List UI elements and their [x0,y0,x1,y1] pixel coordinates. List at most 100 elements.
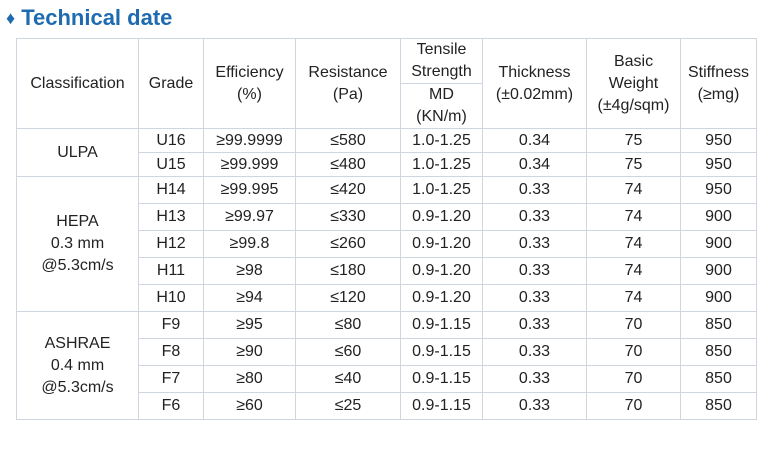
cell-efficiency: ≥99.97 [203,203,296,231]
cell-weight: 70 [586,365,681,393]
cell-classification: ASHRAE 0.4 mm @5.3cm/s [16,311,139,420]
header-thickness: Thickness (±0.02mm) [482,38,587,129]
cell-tensile: 1.0-1.25 [400,128,483,153]
cell-thickness: 0.33 [482,203,587,231]
header-stiffness: Stiffness (≥mg) [680,38,757,129]
cell-resistance: ≤420 [295,176,401,204]
cell-efficiency: ≥80 [203,365,296,393]
table-row: F6 ≥60 ≤25 0.9-1.15 0.33 70 850 [17,392,757,420]
technical-data-table: Classification Grade Efficiency (%) Resis… [16,38,757,420]
cell-thickness: 0.33 [482,284,587,312]
cell-stiffness: 850 [680,365,757,393]
cell-efficiency: ≥94 [203,284,296,312]
table-row: H13 ≥99.97 ≤330 0.9-1.20 0.33 74 900 [17,203,757,231]
table-row: ASHRAE 0.4 mm @5.3cm/s F9 ≥95 ≤80 0.9-1.15 0.33… [16,311,757,420]
cell-grade: U15 [138,152,204,177]
table-row: H11 ≥98 ≤180 0.9-1.20 0.33 74 900 [17,257,757,285]
cell-efficiency: ≥95 [203,311,296,339]
cell-resistance: ≤260 [295,230,401,258]
cell-grade: F7 [138,365,204,393]
cell-thickness: 0.33 [482,257,587,285]
diamond-bullet-icon: ♦ [6,8,16,28]
cell-grade: H12 [138,230,204,258]
table-row: ULPA U16 ≥99.9999 ≤580 1.0-1.25 0.34 75 950 [16,128,757,177]
cell-thickness: 0.34 [482,152,587,177]
cell-resistance: ≤25 [295,392,401,420]
cell-tensile: 0.9-1.20 [400,230,483,258]
cell-stiffness: 850 [680,338,757,366]
cell-tensile: 0.9-1.20 [400,257,483,285]
cell-weight: 74 [586,257,681,285]
cell-efficiency: ≥99.9999 [203,128,296,153]
cell-grade: U16 [138,128,204,153]
cell-thickness: 0.34 [482,128,587,153]
cell-weight: 74 [586,284,681,312]
cell-resistance: ≤40 [295,365,401,393]
cell-grade: F8 [138,338,204,366]
cell-stiffness: 900 [680,203,757,231]
header-resistance: Resistance (Pa) [295,38,401,129]
cell-stiffness: 900 [680,284,757,312]
cell-efficiency: ≥99.999 [203,152,296,177]
cell-efficiency: ≥90 [203,338,296,366]
cell-resistance: ≤480 [295,152,401,177]
cell-resistance: ≤180 [295,257,401,285]
cell-tensile: 0.9-1.15 [400,392,483,420]
header-tensile-strength: Tensile Strength [400,38,483,84]
cell-classification: HEPA 0.3 mm @5.3cm/s [16,176,139,312]
cell-thickness: 0.33 [482,365,587,393]
cell-stiffness: 850 [680,311,757,339]
cell-weight: 70 [586,338,681,366]
cell-thickness: 0.33 [482,392,587,420]
cell-thickness: 0.33 [482,311,587,339]
cell-resistance: ≤60 [295,338,401,366]
cell-stiffness: 850 [680,392,757,420]
cell-efficiency: ≥98 [203,257,296,285]
cell-classification: ULPA [16,128,139,177]
table-row: F7 ≥80 ≤40 0.9-1.15 0.33 70 850 [17,365,757,393]
cell-tensile: 0.9-1.20 [400,203,483,231]
cell-resistance: ≤80 [295,311,401,339]
cell-grade: H10 [138,284,204,312]
section-title-text: Technical date [21,5,173,30]
cell-weight: 70 [586,392,681,420]
cell-resistance: ≤580 [295,128,401,153]
cell-stiffness: 900 [680,230,757,258]
cell-weight: 70 [586,311,681,339]
cell-resistance: ≤120 [295,284,401,312]
cell-weight: 74 [586,203,681,231]
header-classification: Classification [16,38,139,129]
cell-tensile: 1.0-1.25 [400,152,483,177]
cell-efficiency: ≥60 [203,392,296,420]
table-row: F8 ≥90 ≤60 0.9-1.15 0.33 70 850 [17,338,757,366]
cell-thickness: 0.33 [482,176,587,204]
cell-thickness: 0.33 [482,338,587,366]
cell-weight: 74 [586,176,681,204]
table-row: U15 ≥99.999 ≤480 1.0-1.25 0.34 75 950 [17,152,757,177]
cell-stiffness: 950 [680,128,757,153]
cell-tensile: 1.0-1.25 [400,176,483,204]
cell-grade: H13 [138,203,204,231]
cell-efficiency: ≥99.8 [203,230,296,258]
table-row: H12 ≥99.8 ≤260 0.9-1.20 0.33 74 900 [17,230,757,258]
cell-grade: H14 [138,176,204,204]
section-title: ♦ Technical date [6,4,172,32]
cell-efficiency: ≥99.995 [203,176,296,204]
cell-thickness: 0.33 [482,230,587,258]
cell-resistance: ≤330 [295,203,401,231]
header-grade: Grade [138,38,204,129]
cell-grade: F9 [138,311,204,339]
header-tensile-md: MD (KN/m) [400,83,483,129]
table-row: HEPA 0.3 mm @5.3cm/s H14 ≥99.995 ≤420 1.0-1.25… [16,176,757,312]
cell-tensile: 0.9-1.15 [400,338,483,366]
header-basic-weight: Basic Weight (±4g/sqm) [586,38,681,129]
cell-weight: 74 [586,230,681,258]
cell-tensile: 0.9-1.20 [400,284,483,312]
table-body: ULPA U16 ≥99.9999 ≤580 1.0-1.25 0.34 75 950 U15 ≥… [16,128,757,420]
cell-weight: 75 [586,128,681,153]
cell-stiffness: 950 [680,176,757,204]
cell-tensile: 0.9-1.15 [400,365,483,393]
cell-stiffness: 900 [680,257,757,285]
cell-tensile: 0.9-1.15 [400,311,483,339]
cell-grade: H11 [138,257,204,285]
